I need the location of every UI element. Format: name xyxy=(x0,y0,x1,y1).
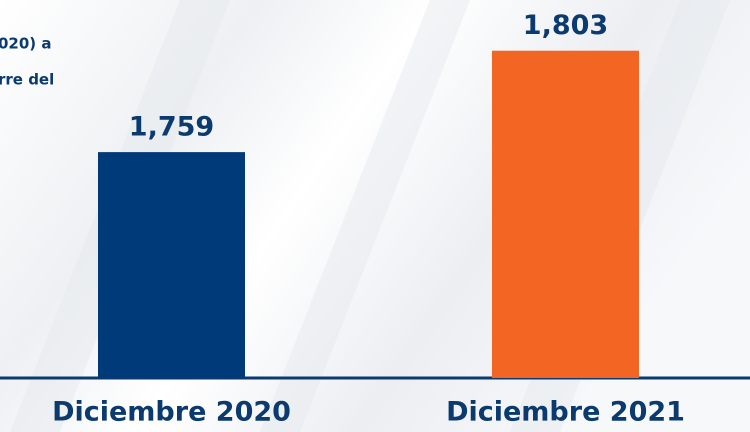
bar xyxy=(98,152,245,378)
x-tick-label: Diciembre 2021 xyxy=(446,397,685,428)
value-label: 1,759 xyxy=(129,112,214,143)
x-tick-label: Diciembre 2020 xyxy=(52,397,291,428)
bar xyxy=(492,50,639,379)
annotation: 020) a xyxy=(0,35,52,53)
value-label: 1,803 xyxy=(523,10,608,41)
annotation: rre del xyxy=(0,71,54,89)
